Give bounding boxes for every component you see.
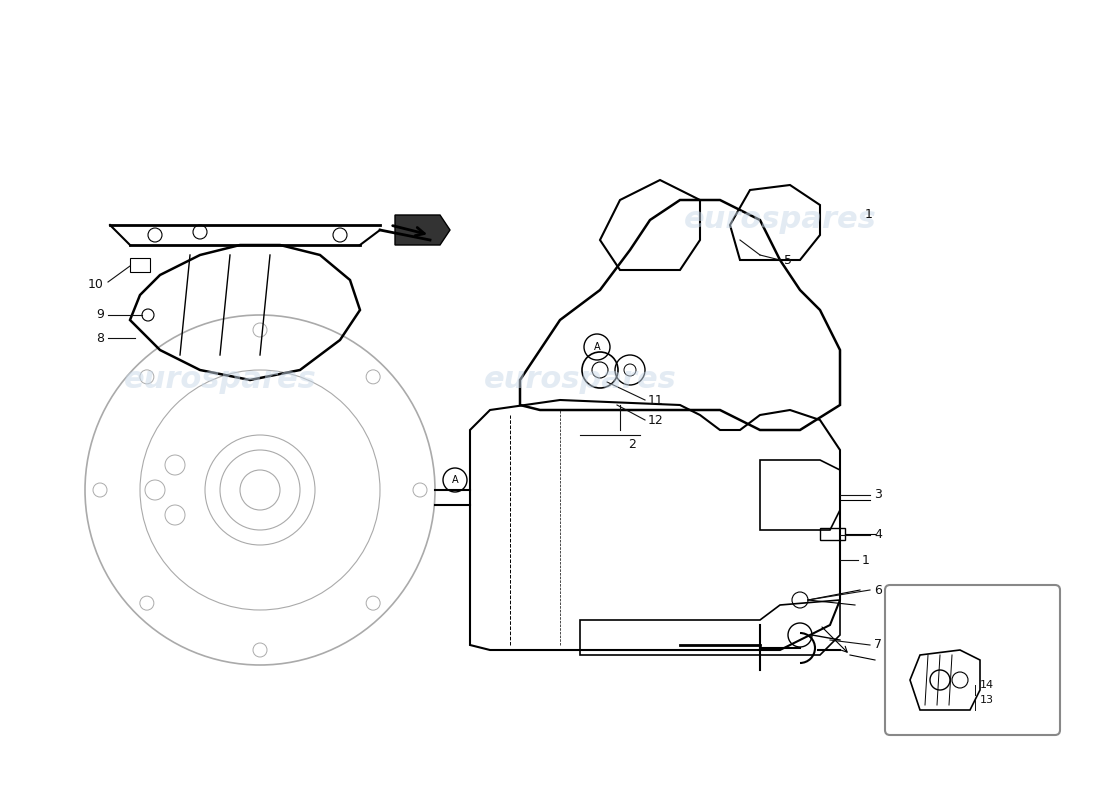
Text: 2: 2 (628, 438, 636, 451)
Text: 1: 1 (862, 554, 870, 566)
Text: 14: 14 (980, 680, 994, 690)
Text: A: A (594, 342, 601, 352)
Text: 7: 7 (874, 638, 882, 651)
Text: 6: 6 (874, 583, 882, 597)
Bar (820, 528, 845, 540)
Text: 5: 5 (784, 254, 792, 266)
Text: eurospares: eurospares (123, 366, 317, 394)
Text: 12: 12 (648, 414, 663, 426)
Text: 3: 3 (874, 489, 882, 502)
Text: 1: 1 (865, 209, 873, 222)
Bar (130, 258, 150, 272)
Text: 8: 8 (96, 331, 104, 345)
Text: 9: 9 (96, 309, 104, 322)
Text: 10: 10 (88, 278, 104, 291)
Text: eurospares: eurospares (683, 206, 877, 234)
Text: eurospares: eurospares (484, 366, 676, 394)
Text: 13: 13 (980, 695, 994, 705)
Text: 4: 4 (874, 529, 882, 542)
Polygon shape (395, 215, 450, 245)
Text: A: A (452, 475, 459, 485)
Text: 11: 11 (648, 394, 663, 406)
